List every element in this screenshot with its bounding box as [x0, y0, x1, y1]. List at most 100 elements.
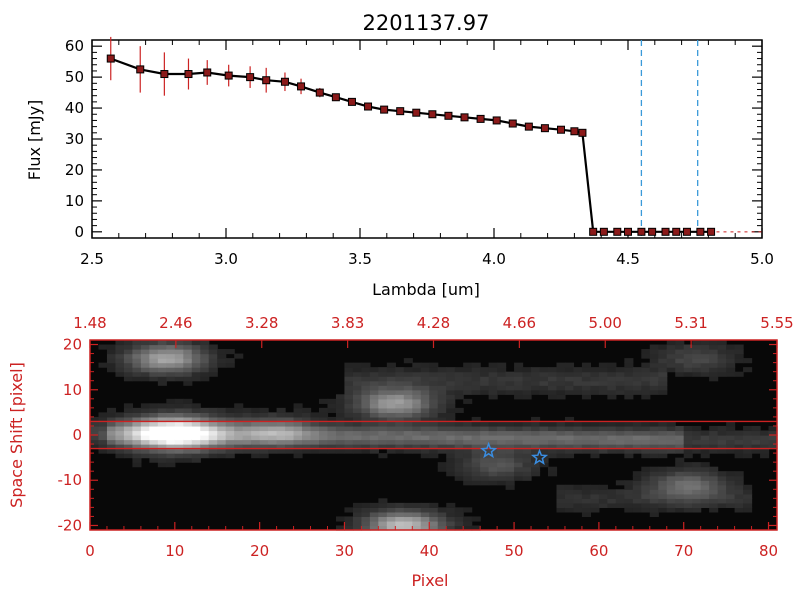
image-cell [106, 407, 117, 413]
image-cell [140, 444, 150, 450]
image-cell [412, 362, 422, 368]
image-cell [734, 435, 744, 441]
image-cell [140, 376, 150, 382]
image-cell [98, 444, 108, 450]
image-cell [310, 416, 320, 423]
image-cell [276, 425, 286, 432]
image-cell [522, 385, 532, 391]
image-cell [344, 444, 354, 450]
image-cell [446, 448, 456, 454]
image-cell [590, 385, 600, 391]
image-cell [751, 425, 761, 432]
image-cell [692, 439, 702, 445]
image-cell [666, 353, 676, 359]
image-cell [225, 421, 235, 427]
image-top-tick-label: 4.28 [417, 314, 450, 332]
image-cell [539, 425, 549, 432]
image-cell [335, 516, 346, 522]
image-cell [463, 398, 473, 404]
image-cell [157, 349, 167, 355]
image-cell [497, 380, 507, 386]
image-cell [140, 453, 150, 459]
image-cell [123, 453, 134, 459]
image-cell [200, 421, 210, 427]
image-cell [598, 389, 608, 395]
image-cell [615, 439, 625, 445]
image-cell [514, 376, 524, 382]
image-cell [259, 430, 269, 436]
image-cell [514, 457, 524, 463]
image-cell [717, 344, 727, 350]
image-cell [590, 484, 600, 490]
image-cell [327, 425, 337, 432]
image-cell [412, 525, 422, 531]
image-cell [403, 425, 413, 432]
data-point [570, 127, 579, 136]
image-cell [386, 412, 396, 418]
image-cell [302, 412, 312, 418]
image-cell [683, 493, 693, 499]
image-cell [412, 520, 422, 527]
image-cell [632, 480, 642, 486]
image-cell [166, 407, 176, 413]
image-cell [98, 421, 108, 427]
image-cell [140, 439, 150, 445]
image-top-tick-label: 1.48 [73, 314, 106, 332]
image-cell [302, 444, 312, 450]
image-cell [412, 444, 422, 450]
image-cell [429, 371, 439, 377]
image-cell [200, 425, 210, 432]
image-cell [98, 416, 108, 423]
image-cell [497, 367, 507, 373]
image-cell [505, 371, 515, 377]
image-cell [692, 444, 702, 450]
image-cell [293, 425, 303, 432]
image-cell [429, 430, 439, 436]
image-cell [166, 371, 176, 377]
image-cell [319, 439, 329, 445]
image-cell [666, 444, 676, 450]
image-cell [115, 344, 125, 350]
image-cell [590, 493, 600, 499]
image-cell [700, 349, 710, 355]
image-cell [471, 389, 481, 395]
image-cell [217, 439, 227, 445]
image-cell [437, 398, 447, 404]
image-cell [514, 435, 524, 441]
image-cell [369, 412, 379, 418]
image-cell [191, 425, 201, 432]
image-cell [700, 466, 710, 472]
image-cell [649, 421, 659, 427]
image-cell [191, 448, 201, 454]
image-cell [514, 389, 524, 395]
image-ylabel: Space Shift [pixel] [7, 362, 26, 508]
image-cell [437, 412, 447, 418]
image-cell [760, 444, 770, 450]
image-cell [369, 394, 379, 400]
image-cell [335, 412, 346, 418]
image-cell [463, 430, 473, 436]
extraction-lines [90, 420, 777, 450]
image-cell [683, 439, 693, 445]
image-cell [666, 435, 676, 441]
image-cell [183, 371, 193, 377]
image-cell [564, 421, 575, 427]
image-cell [115, 444, 125, 450]
image-cell [386, 425, 396, 432]
image-cell [666, 448, 676, 454]
image-xtick-label: 60 [589, 542, 608, 560]
image-cell [157, 462, 167, 468]
image-cell [632, 367, 642, 373]
image-cell [573, 489, 583, 495]
image-cell [743, 439, 753, 445]
image-cell [420, 403, 430, 409]
image-cell [522, 435, 532, 441]
image-cell [743, 453, 753, 459]
image-cell [386, 380, 396, 386]
image-cell [726, 480, 736, 486]
image-cell [666, 493, 676, 499]
image-cell [157, 412, 167, 418]
image-cell [446, 403, 456, 409]
image-cell [140, 353, 150, 359]
image-cell [166, 412, 176, 418]
